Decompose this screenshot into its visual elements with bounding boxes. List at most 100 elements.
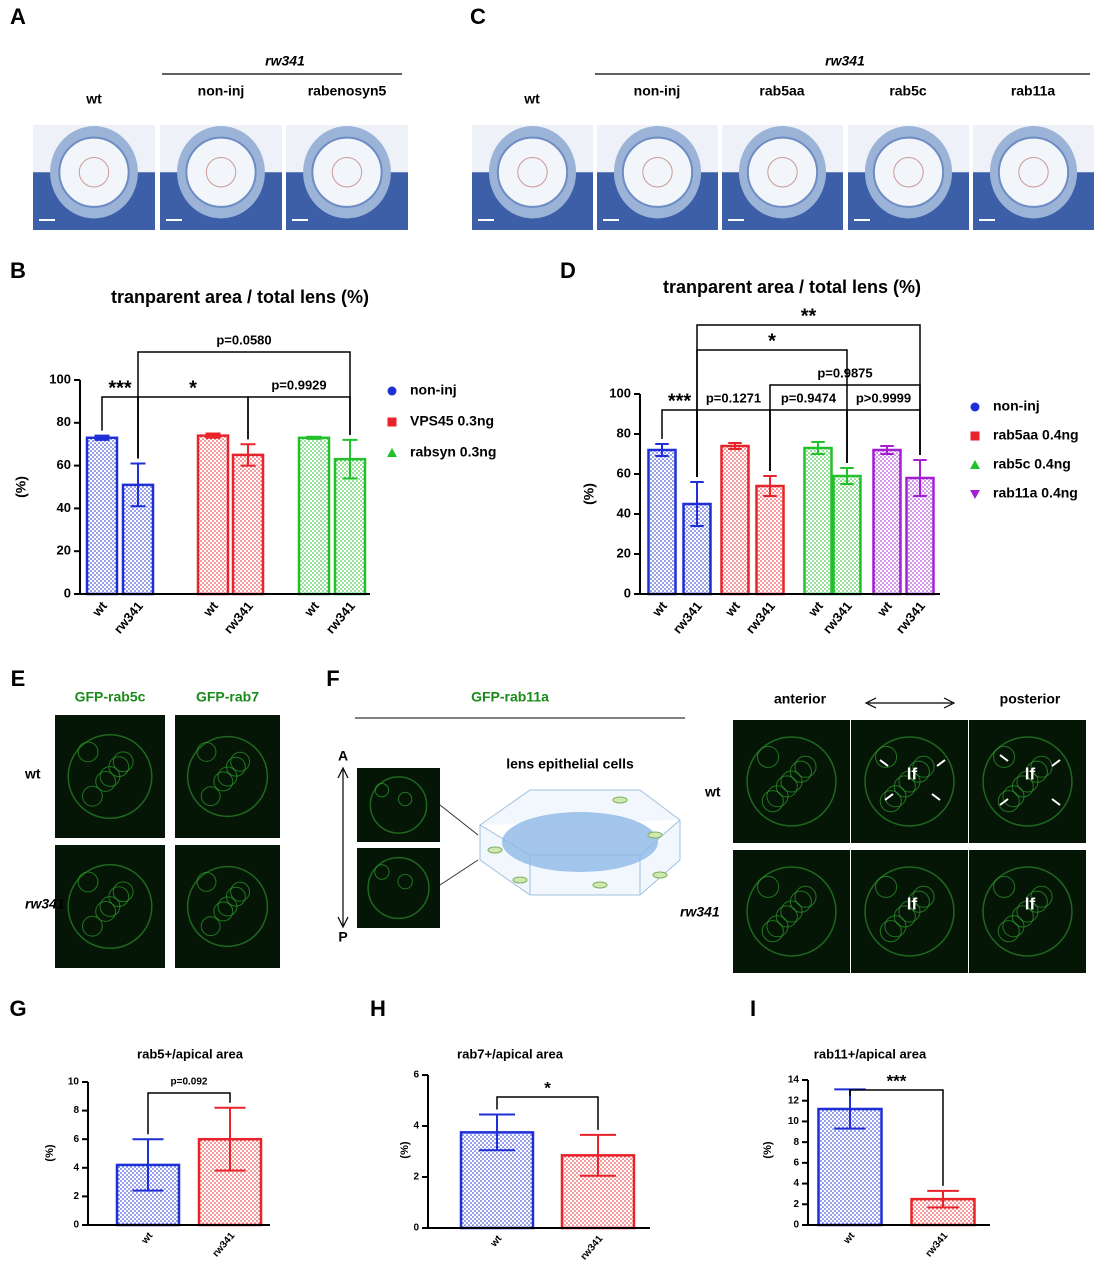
error-bar bbox=[130, 462, 146, 508]
confocal-image bbox=[55, 845, 165, 968]
legend-label: rab5aa 0.4ng bbox=[993, 427, 1079, 443]
label: rabenosyn5 bbox=[308, 83, 387, 99]
y-axis-label: (%) bbox=[581, 483, 597, 505]
significance-bracket bbox=[496, 1096, 599, 1130]
arrow bbox=[879, 759, 889, 767]
label: A bbox=[338, 748, 348, 764]
prism bbox=[479, 789, 681, 896]
y-tick-label: 100 bbox=[49, 371, 71, 386]
lens bbox=[311, 136, 383, 208]
y-tick-label: 60 bbox=[57, 457, 71, 472]
label: posterior bbox=[1000, 691, 1061, 707]
panel-letter: B bbox=[10, 258, 26, 283]
y-tick-label: 2 bbox=[793, 1199, 799, 1210]
label: lf bbox=[1025, 764, 1036, 783]
error-bar bbox=[927, 1189, 959, 1209]
cell-outline bbox=[879, 790, 902, 813]
cell-outline bbox=[1016, 900, 1039, 923]
lens-core bbox=[205, 157, 237, 188]
confocal-image bbox=[733, 720, 850, 843]
x-tick-label: rw341 bbox=[924, 1230, 951, 1259]
y-tick-label: 6 bbox=[413, 1070, 419, 1081]
y-tick-label: 20 bbox=[57, 543, 71, 558]
arrow bbox=[936, 759, 946, 767]
bar bbox=[647, 448, 677, 596]
vesicle bbox=[652, 871, 668, 879]
cell-outline bbox=[1002, 785, 1025, 808]
panel-letter: A bbox=[10, 4, 26, 29]
cell-outline bbox=[766, 785, 789, 808]
lens-outline bbox=[186, 735, 269, 818]
cell-outline bbox=[898, 770, 921, 793]
cell-outline bbox=[879, 920, 902, 943]
significance-label: * bbox=[189, 377, 197, 399]
cell-outline bbox=[1002, 915, 1025, 938]
arrow bbox=[999, 798, 1009, 806]
error-bar bbox=[840, 467, 854, 485]
cell-outline bbox=[77, 741, 99, 763]
label: P bbox=[338, 929, 347, 945]
bar bbox=[231, 453, 265, 596]
cell-outline bbox=[912, 755, 935, 778]
y-tick-label: 8 bbox=[73, 1105, 79, 1116]
legend-label: non-inj bbox=[410, 382, 457, 398]
error-bar bbox=[913, 459, 927, 497]
legend-label: rab5c 0.4ng bbox=[993, 456, 1071, 472]
y-axis-label: (%) bbox=[13, 476, 29, 498]
cell-outline bbox=[780, 900, 803, 923]
significance-label: p=0.9929 bbox=[271, 377, 326, 392]
x-tick-label: rw341 bbox=[211, 1230, 238, 1259]
cell-outline bbox=[200, 916, 221, 937]
cell-outline bbox=[997, 790, 1020, 813]
lens-core bbox=[331, 157, 363, 188]
x-tick-label: rw341 bbox=[323, 598, 358, 636]
significance-bracket bbox=[147, 1092, 231, 1135]
panel-letter: D bbox=[560, 258, 576, 283]
cell-outline bbox=[1025, 890, 1048, 913]
y-tick-label: 2 bbox=[73, 1191, 79, 1202]
cell-outline bbox=[875, 745, 898, 768]
lens bbox=[872, 136, 945, 208]
y-tick-label: 6 bbox=[793, 1157, 799, 1168]
cell-outline bbox=[112, 881, 134, 903]
lens bbox=[746, 136, 819, 208]
error-bar bbox=[94, 434, 110, 441]
arrow bbox=[884, 793, 894, 801]
lens-outline bbox=[369, 776, 428, 834]
lens bbox=[496, 136, 569, 208]
y-tick-label: 4 bbox=[793, 1178, 799, 1189]
confocal-image bbox=[357, 768, 440, 842]
panel-letter: H bbox=[370, 996, 386, 1021]
cell-outline bbox=[789, 890, 812, 913]
label: wt bbox=[704, 784, 721, 800]
x-tick-label: rw341 bbox=[111, 598, 146, 636]
lens-outline bbox=[746, 866, 837, 957]
cell-outline bbox=[82, 785, 103, 807]
label: non-inj bbox=[634, 83, 681, 99]
cell-outline bbox=[780, 770, 803, 793]
bar bbox=[720, 444, 750, 596]
significance-label: *** bbox=[108, 377, 132, 399]
confocal-image bbox=[175, 715, 280, 838]
x-tick-label: rw341 bbox=[893, 598, 928, 636]
cell-outline bbox=[99, 896, 121, 917]
confocal-image bbox=[851, 720, 968, 843]
lens bbox=[58, 136, 130, 208]
legend-label: rabsyn 0.3ng bbox=[410, 444, 496, 460]
cell-outline bbox=[757, 875, 780, 898]
cell-outline bbox=[757, 745, 780, 768]
nucleus bbox=[502, 812, 658, 872]
error-bar bbox=[342, 438, 358, 480]
cell-outline bbox=[898, 900, 921, 923]
y-tick-label: 20 bbox=[617, 545, 631, 560]
cell-outline bbox=[775, 905, 798, 928]
x-tick-label: wt bbox=[649, 598, 671, 620]
x-tick-label: rw341 bbox=[743, 598, 778, 636]
legend-marker bbox=[387, 448, 397, 457]
confocal-image bbox=[851, 850, 968, 973]
arrow-head bbox=[337, 766, 349, 929]
error-bar bbox=[728, 442, 742, 450]
cell-outline bbox=[993, 745, 1016, 768]
significance-bracket bbox=[137, 351, 351, 459]
